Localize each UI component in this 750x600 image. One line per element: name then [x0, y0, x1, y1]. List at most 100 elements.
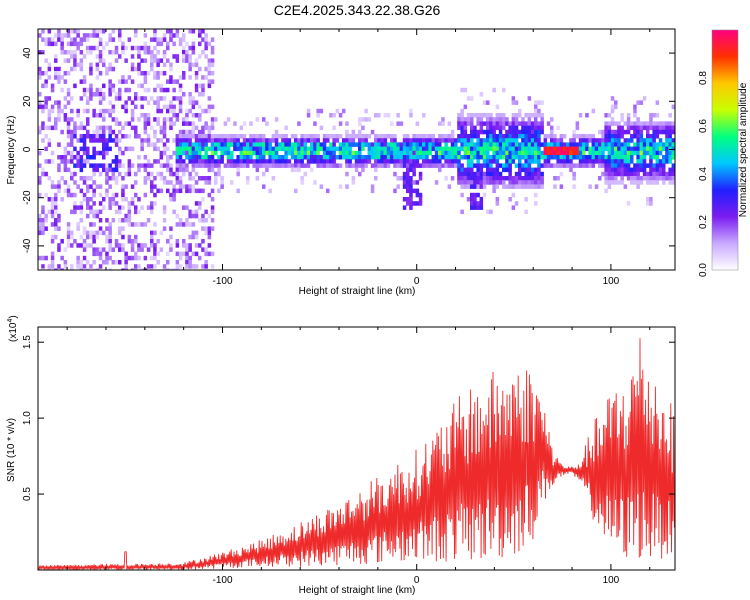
- spectrogram-cell: [530, 125, 535, 131]
- spectrogram-cell: [175, 33, 180, 38]
- spectrogram-cell: [479, 201, 484, 206]
- spectrogram-cell: [406, 197, 410, 202]
- spectrogram-cell: [105, 142, 109, 147]
- spectrogram-cell: [569, 150, 573, 156]
- spectrogram-cell: [63, 50, 68, 55]
- spectrogram-cell: [434, 142, 439, 147]
- spectrogram-cell: [204, 176, 208, 181]
- spectrogram-cell: [188, 184, 192, 189]
- spectrogram-cell: [495, 201, 500, 206]
- spectrogram-cell: [127, 134, 132, 139]
- spectrogram-cell: [658, 176, 663, 181]
- spectrogram-cell: [41, 125, 45, 131]
- spectrogram-cell: [502, 163, 506, 168]
- spectrogram-cell: [457, 159, 461, 164]
- spectrogram-cell: [671, 104, 675, 110]
- spectrogram-cell: [658, 167, 663, 173]
- spectrogram-cell: [89, 264, 93, 269]
- spectrogram-cell: [364, 163, 368, 168]
- spectrogram-cell: [47, 142, 52, 147]
- spectrogram-cell: [351, 176, 356, 181]
- spectrogram-cell: [198, 188, 202, 194]
- spectrogram-cell: [431, 159, 436, 164]
- spectrogram-cell: [623, 184, 628, 189]
- spectrogram-cell: [463, 117, 468, 122]
- spectrogram-cell: [630, 159, 634, 164]
- spectrogram-cell: [156, 251, 160, 257]
- chart-title: C2E4.2025.343.22.38.G26: [274, 2, 441, 18]
- spectrogram-cell: [121, 188, 125, 194]
- spectrogram-cell: [495, 155, 500, 160]
- spectrogram-cell: [521, 121, 525, 126]
- spectrogram-cell: [233, 159, 237, 164]
- spectrogram-cell: [342, 138, 346, 143]
- spectrogram-cell: [306, 163, 311, 168]
- spectrogram-cell: [447, 146, 452, 152]
- spectrogram-cell: [194, 243, 199, 248]
- spectrogram-cell: [217, 163, 221, 168]
- spectrogram-cell: [156, 121, 160, 126]
- spectrogram-cell: [169, 108, 173, 114]
- spectrogram-cell: [47, 138, 52, 143]
- spectrogram-cell: [530, 113, 535, 118]
- spectrogram-cell: [134, 239, 138, 244]
- spectrogram-cell: [290, 134, 295, 139]
- spectrogram-cell: [505, 159, 509, 164]
- spectrogram-cell: [226, 150, 231, 156]
- spectrogram-cell: [92, 134, 96, 139]
- spectrogram-cell: [102, 58, 106, 63]
- spectrogram-cell: [98, 92, 103, 97]
- spectrogram-cell: [143, 41, 148, 47]
- spectrogram-cell: [415, 150, 420, 156]
- spectrogram-cell: [486, 142, 490, 147]
- spectrogram-cell: [588, 150, 592, 156]
- spectrogram-cell: [348, 146, 352, 152]
- spectrogram-cell: [108, 163, 112, 168]
- spectrogram-cell: [495, 171, 500, 177]
- spectrogram-cell: [582, 150, 586, 156]
- spectrogram-cell: [604, 125, 608, 131]
- spectrogram-cell: [102, 45, 106, 51]
- spectrogram-cell: [249, 159, 253, 164]
- spectrogram-cell: [82, 134, 87, 139]
- spectrogram-cell: [220, 146, 224, 152]
- spectrogram-cell: [172, 209, 176, 215]
- spectrogram-cell: [153, 230, 157, 236]
- spectrogram-cell: [182, 134, 186, 139]
- spectrogram-cell: [41, 205, 45, 210]
- spectrogram-cell: [466, 121, 471, 126]
- spectrogram-cell: [105, 163, 109, 168]
- spectrogram-cell: [82, 197, 87, 202]
- spectrogram-cell: [518, 150, 522, 156]
- spectrogram-cell: [607, 155, 612, 160]
- spectrogram-cell: [364, 108, 368, 114]
- spectrogram-cell: [514, 150, 519, 156]
- spectrogram-cell: [262, 163, 266, 168]
- spectrogram-cell: [572, 150, 576, 156]
- spectrogram-cell: [185, 108, 189, 114]
- spectrogram-cell: [108, 239, 112, 244]
- spectrogram-cell: [44, 37, 48, 42]
- spectrogram-cell: [102, 260, 106, 265]
- spectrogram-cell: [521, 180, 525, 185]
- y-tick-label: 1.5: [22, 335, 33, 349]
- spectrogram-cell: [358, 155, 362, 160]
- spectrogram-cell: [73, 163, 77, 168]
- spectrogram-cell: [169, 125, 173, 131]
- spectrogram-cell: [486, 155, 490, 160]
- spectrogram-cell: [124, 184, 128, 189]
- spectrogram-cell: [188, 209, 192, 215]
- spectrogram-cell: [537, 146, 541, 152]
- spectrogram-cell: [665, 121, 669, 126]
- spectrogram-cell: [108, 247, 112, 252]
- spectrogram-cell: [495, 184, 500, 189]
- spectrogram-cell: [38, 222, 42, 227]
- spectrogram-cell: [626, 125, 631, 131]
- spectrogram-cell: [470, 201, 474, 206]
- spectrogram-cell: [86, 96, 90, 101]
- spectrogram-cell: [614, 104, 618, 110]
- spectrogram-cell: [38, 150, 42, 156]
- spectrogram-cell: [345, 155, 349, 160]
- spectrogram-cell: [236, 163, 240, 168]
- spectrogram-cell: [118, 121, 122, 126]
